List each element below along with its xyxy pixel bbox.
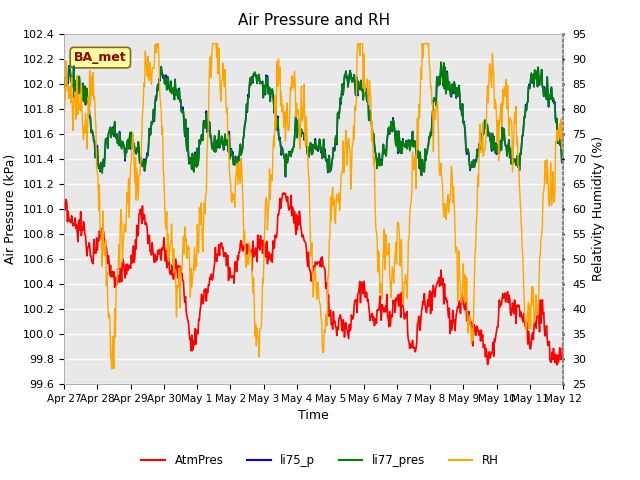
Legend: AtmPres, li75_p, li77_pres, RH: AtmPres, li75_p, li77_pres, RH bbox=[137, 449, 503, 472]
Text: BA_met: BA_met bbox=[74, 51, 127, 64]
Y-axis label: Relativity Humidity (%): Relativity Humidity (%) bbox=[592, 136, 605, 281]
X-axis label: Time: Time bbox=[298, 409, 329, 422]
Y-axis label: Air Pressure (kPa): Air Pressure (kPa) bbox=[4, 154, 17, 264]
Title: Air Pressure and RH: Air Pressure and RH bbox=[237, 13, 390, 28]
